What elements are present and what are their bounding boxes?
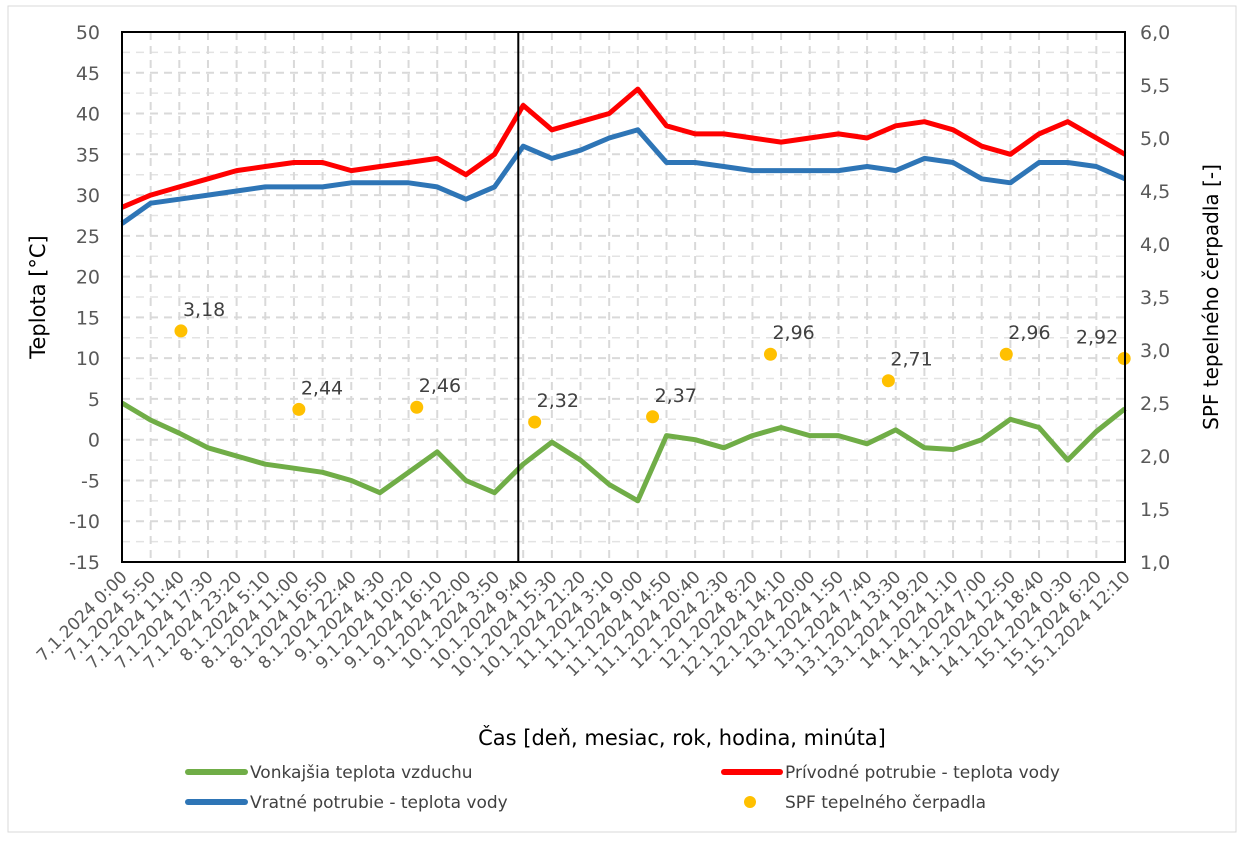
- y-tick-label: 45: [76, 63, 100, 85]
- y2-tick-label: 1,5: [1140, 499, 1170, 521]
- spf-point: [881, 374, 895, 388]
- legend-swatch-yellow: [744, 796, 756, 808]
- series-line-0: [120, 400, 1127, 504]
- spf-data-label: 2,32: [537, 390, 579, 412]
- spf-data-label: 3,18: [183, 299, 225, 321]
- spf-points: 3,18 2,44 2,46 2,32 2,37 2,96 2,71 2,96 2,92: [174, 299, 1131, 429]
- y2-tick-label: 1,0: [1140, 552, 1170, 574]
- y-tick-label: 5: [88, 389, 100, 411]
- y-tick-label: 25: [76, 226, 100, 248]
- legend-label: SPF tepelného čerpadla: [785, 793, 986, 813]
- spf-point: [999, 347, 1013, 361]
- y2-tick-label: 2,0: [1140, 446, 1170, 468]
- legend-item-spf: SPF tepelného čerpadla: [744, 793, 986, 813]
- y2-tick-label: 3,0: [1140, 340, 1170, 362]
- spf-point: [528, 415, 542, 429]
- y2-tick-label: 3,5: [1140, 287, 1170, 309]
- y2-tick-label: 4,5: [1140, 181, 1170, 203]
- legend-item-supply: Prívodné potrubie - teplota vody: [721, 763, 1060, 783]
- spf-data-label: 2,44: [301, 377, 343, 399]
- x-axis-title: Čas [deň, mesiac, rok, hodina, minúta]: [478, 725, 886, 750]
- spf-point: [763, 347, 777, 361]
- spf-data-label: 2,96: [1008, 322, 1050, 344]
- spf-point: [410, 400, 424, 414]
- spf-data-label: 2,37: [655, 385, 697, 407]
- y2-axis-ticks: 6,0 5,5 5,0 4,5 4,0 3,5 3,0 2,5 2,0 1,5 1,0: [1140, 22, 1170, 574]
- y-axis-title: Teplota [°C]: [26, 235, 50, 360]
- y2-tick-label: 5,0: [1140, 128, 1170, 150]
- spf-data-label: 2,71: [890, 349, 932, 371]
- legend-item-return: Vratné potrubie - teplota vody: [185, 793, 508, 813]
- spf-point: [174, 324, 188, 338]
- spf-data-label: 2,96: [772, 322, 814, 344]
- y2-tick-label: 2,5: [1140, 393, 1170, 415]
- series-lines: [120, 86, 1127, 504]
- y-tick-label: 10: [76, 348, 100, 370]
- legend-label: Vratné potrubie - teplota vody: [250, 793, 508, 813]
- series-line-1: [121, 86, 1127, 210]
- y2-axis-title: SPF tepelného čerpadla [-]: [1199, 164, 1223, 430]
- gridlines: [121, 31, 1126, 563]
- y2-tick-label: 6,0: [1140, 22, 1170, 44]
- series-line-2: [120, 127, 1126, 226]
- spf-data-label: 2,92: [1076, 326, 1118, 348]
- y-tick-label: -15: [69, 552, 100, 574]
- y-tick-label: 30: [76, 185, 100, 207]
- y-tick-label: 50: [76, 22, 100, 44]
- y-tick-label: 0: [88, 430, 100, 452]
- legend-label: Prívodné potrubie - teplota vody: [785, 763, 1060, 783]
- y2-tick-label: 5,5: [1140, 75, 1170, 97]
- y-tick-label: 15: [76, 307, 100, 329]
- y-tick-label: 40: [76, 104, 100, 126]
- plot-area-border: [121, 31, 1126, 563]
- legend-item-outdoor: Vonkajšia teplota vzduchu: [185, 763, 473, 783]
- spf-point: [646, 410, 660, 424]
- y-tick-label: -5: [81, 470, 100, 492]
- legend: Vonkajšia teplota vzduchu Prívodné potru…: [185, 763, 1060, 813]
- y-tick-label: 35: [76, 144, 100, 166]
- y2-tick-label: 4,0: [1140, 234, 1170, 256]
- legend-label: Vonkajšia teplota vzduchu: [250, 763, 473, 783]
- y-tick-label: 20: [76, 267, 100, 289]
- spf-data-label: 2,46: [419, 375, 461, 397]
- y-tick-label: -10: [69, 511, 100, 533]
- spf-point: [292, 402, 306, 416]
